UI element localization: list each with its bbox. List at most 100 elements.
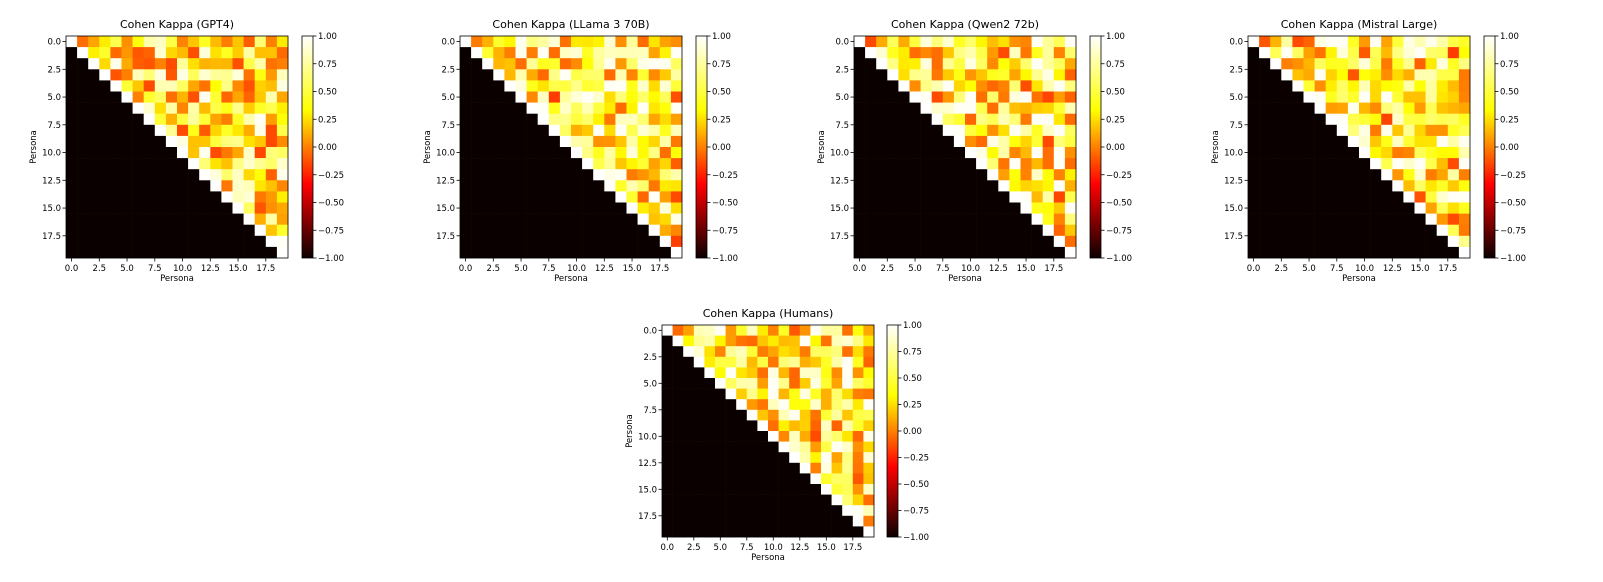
heatmap-cell (1370, 158, 1382, 170)
heatmap-cell (1359, 213, 1371, 225)
heatmap-cell (746, 452, 758, 464)
heatmap-cell (571, 47, 583, 59)
heatmap-cell (615, 147, 627, 159)
heatmap-cell (143, 158, 156, 170)
heatmap-cell (852, 505, 864, 517)
heatmap-cell (1053, 147, 1066, 159)
heatmap-cell (276, 102, 289, 114)
heatmap-cell (199, 147, 211, 159)
heatmap-cell (736, 441, 748, 453)
heatmap-cell (265, 36, 278, 48)
heatmap-cell (1270, 47, 1282, 59)
heatmap-cell (1403, 147, 1415, 159)
heatmap-cell (110, 246, 122, 259)
heatmap-cell (143, 224, 156, 237)
x-tick-label: 10.0 (173, 264, 192, 274)
heatmap-cell (626, 124, 638, 137)
heatmap-cell (504, 180, 516, 192)
heatmap-cell (493, 235, 505, 248)
heatmap-cell (693, 346, 705, 358)
heatmap-cell (768, 388, 779, 400)
heatmap-cell (976, 202, 988, 214)
heatmap-cell (154, 91, 167, 103)
heatmap-cell (810, 462, 822, 474)
heatmap-cell (746, 325, 758, 336)
heatmap-cell (648, 169, 661, 181)
heatmap-cell (683, 325, 695, 336)
heatmap-cell (778, 335, 790, 347)
heatmap-cell (482, 180, 494, 192)
heatmap-cell (121, 102, 133, 114)
heatmap-cell (953, 58, 966, 70)
heatmap-cell (920, 169, 932, 181)
heatmap-cell (1020, 91, 1032, 103)
heatmap-cell (854, 224, 866, 237)
x-tick-label: 7.5 (542, 264, 556, 274)
heatmap-cell (515, 213, 527, 225)
heatmap-cell (1403, 47, 1415, 59)
heatmap-cell (736, 515, 748, 527)
heatmap-cell (768, 462, 779, 474)
heatmap-cell (1064, 169, 1077, 181)
heatmap-cell (1403, 113, 1415, 126)
heatmap-cell (626, 58, 638, 70)
heatmap-cell (548, 124, 561, 137)
heatmap-cell (1325, 36, 1338, 48)
heatmap-cell (504, 47, 516, 59)
heatmap-cell (831, 399, 843, 411)
x-tick-label: 0.0 (1247, 264, 1261, 274)
heatmap-cell (232, 180, 244, 192)
heatmap-cell (672, 484, 684, 495)
heatmap-cell (1414, 147, 1426, 159)
heatmap-cell (1009, 202, 1021, 214)
heatmap-cell (670, 80, 683, 92)
heatmap-cell (210, 135, 222, 148)
heatmap-cell (265, 124, 278, 137)
heatmap-cell (471, 135, 483, 148)
heatmap-cell (243, 69, 255, 81)
heatmap-cell (842, 356, 854, 368)
heatmap-cell (1259, 235, 1271, 248)
heatmap-cell (909, 191, 921, 203)
heatmap-cell (704, 399, 716, 411)
heatmap-cell (199, 235, 211, 248)
heatmap-cell (276, 69, 289, 81)
heatmap-cell (99, 47, 111, 59)
heatmap-cell (1031, 36, 1043, 48)
heatmap-cell (863, 431, 875, 442)
heatmap-cell (1064, 80, 1077, 92)
heatmap-cell (1292, 69, 1304, 81)
heatmap-cell (526, 80, 538, 92)
heatmap-cell (1281, 47, 1293, 59)
y-tick-label: 17.5 (1224, 232, 1243, 242)
heatmap-cell (188, 113, 200, 126)
heatmap-cell (704, 420, 716, 432)
heatmap-cell (842, 367, 854, 379)
y-tick-label: 12.5 (42, 176, 61, 186)
heatmap-cell (1392, 36, 1404, 48)
heatmap-cell (1009, 158, 1021, 170)
heatmap-cell (143, 246, 156, 259)
heatmap-cell (526, 36, 538, 48)
heatmap-cell (460, 235, 472, 248)
heatmap-cell (920, 213, 932, 225)
heatmap-cell (725, 409, 737, 421)
heatmap-cell (1292, 58, 1304, 70)
heatmap-cell (1458, 224, 1471, 237)
heatmap-cell (670, 246, 683, 259)
x-tick-label: 15.0 (1411, 264, 1430, 274)
heatmap-cell (571, 135, 583, 148)
heatmap-cell (232, 169, 244, 181)
heatmap-cell (1042, 47, 1055, 59)
heatmap-cell (1009, 124, 1021, 137)
heatmap-cell (778, 505, 790, 517)
heatmap-cell (693, 526, 705, 538)
heatmap-cell (188, 124, 200, 137)
heatmap-cell (154, 224, 167, 237)
heatmap-cell (1314, 191, 1326, 203)
heatmap-cell (243, 80, 255, 92)
heatmap-cell (1414, 124, 1426, 137)
x-tick-label: 5.0 (714, 543, 728, 553)
heatmap-cell (110, 235, 122, 248)
heatmap-cell (672, 431, 684, 442)
